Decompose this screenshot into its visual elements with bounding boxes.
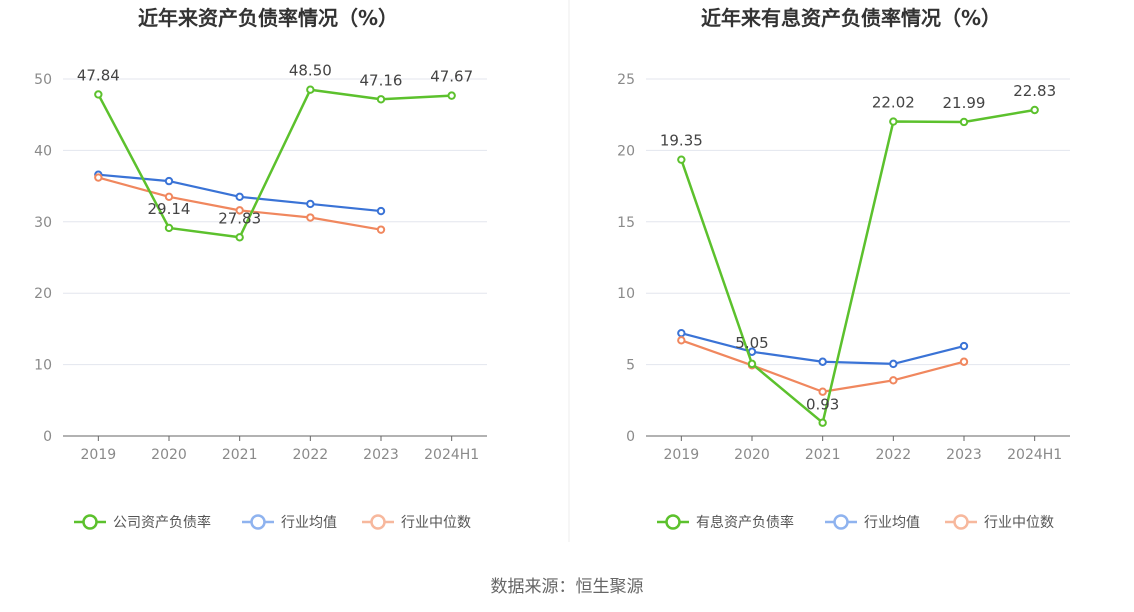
data-point-company <box>376 95 386 104</box>
data-label: 27.83 <box>218 209 261 227</box>
y-tick-label: 20 <box>34 286 52 302</box>
data-label: 0.93 <box>806 396 839 414</box>
data-point-median <box>818 387 827 396</box>
legend-item-avg: 行业均值 <box>242 514 337 531</box>
x-tick-label: 2019 <box>81 447 117 463</box>
data-point-company <box>94 90 103 99</box>
data-point-avg <box>959 341 969 351</box>
data-label: 21.99 <box>943 94 986 112</box>
legend-label: 行业中位数 <box>984 515 1054 531</box>
data-label: 5.05 <box>735 334 768 352</box>
series-line-median <box>680 339 965 393</box>
series-line-company <box>97 88 452 239</box>
source-note: 数据来源：恒生聚源 <box>491 577 644 597</box>
data-point-avg <box>889 359 898 369</box>
x-tick-label: 2023 <box>363 447 399 463</box>
legend-label: 行业均值 <box>281 515 337 531</box>
data-point-company <box>677 155 686 164</box>
data-point-avg <box>677 328 686 338</box>
data-point-company <box>164 223 174 233</box>
y-tick-label: 0 <box>626 429 635 445</box>
y-tick-label: 25 <box>617 72 635 88</box>
chart-title: 近年来有息资产负债率情况（%） <box>701 6 1001 30</box>
data-point-median <box>235 206 244 215</box>
data-point-company <box>747 359 757 369</box>
data-point-median <box>164 192 174 202</box>
data-point-company <box>889 117 898 126</box>
data-point-median <box>677 336 686 345</box>
legend-marker <box>953 514 969 530</box>
y-tick-label: 0 <box>43 429 52 445</box>
legend-item-company: 公司资产负债率 <box>74 514 211 531</box>
x-tick-label: 2022 <box>293 447 329 463</box>
data-label: 22.02 <box>872 94 915 112</box>
data-label: 29.14 <box>148 200 191 218</box>
y-tick-label: 30 <box>34 215 52 231</box>
x-tick-label: 2019 <box>664 447 700 463</box>
data-point-company <box>235 233 244 242</box>
data-point-avg <box>376 206 386 216</box>
x-tick-label: 2020 <box>151 447 187 463</box>
x-tick-label: 2024H1 <box>1007 447 1062 463</box>
data-point-avg <box>164 176 174 186</box>
data-point-median <box>94 173 103 182</box>
x-tick-label: 2023 <box>946 447 982 463</box>
y-tick-label: 5 <box>626 358 635 374</box>
chart-debt-ratio: 近年来资产负债率情况（%） 0 10 20 30 40 50 2019 2020 2021 2022… <box>34 6 487 531</box>
y-tick-label: 15 <box>617 215 635 231</box>
x-tick-label: 2021 <box>805 447 841 463</box>
data-label: 47.67 <box>430 68 473 86</box>
data-point-company <box>818 418 827 427</box>
legend-marker <box>665 514 681 530</box>
y-tick-label: 20 <box>617 143 635 159</box>
data-point-company <box>1030 105 1039 115</box>
y-tick-label: 10 <box>617 286 635 302</box>
data-label: 19.35 <box>660 132 703 150</box>
legend-label: 行业均值 <box>864 515 920 531</box>
legend-item-median: 行业中位数 <box>945 514 1054 531</box>
legend-marker <box>82 514 98 530</box>
data-label: 47.16 <box>360 71 403 89</box>
x-tick-label: 2021 <box>222 447 258 463</box>
legend-item-median: 行业中位数 <box>362 514 471 531</box>
chart-interest-debt-ratio: 近年来有息资产负债率情况（%） 0 5 10 15 20 25 2019 2020 2021 202… <box>617 6 1070 531</box>
x-tick-label: 2022 <box>876 447 912 463</box>
data-point-avg <box>235 192 244 202</box>
data-point-company <box>447 91 456 100</box>
legend-marker <box>370 514 386 530</box>
y-tick-label: 40 <box>34 143 52 159</box>
legend-marker <box>833 514 849 530</box>
series-line-company <box>680 108 1035 424</box>
chart-title: 近年来资产负债率情况（%） <box>138 6 398 30</box>
legend-label: 行业中位数 <box>401 515 471 531</box>
data-label: 48.50 <box>289 62 332 80</box>
x-tick-label: 2020 <box>734 447 770 463</box>
data-point-avg <box>818 357 827 366</box>
x-tick-label: 2024H1 <box>424 447 479 463</box>
data-point-company <box>306 85 315 94</box>
data-label: 22.83 <box>1013 82 1056 100</box>
data-label: 47.84 <box>77 66 120 84</box>
data-point-median <box>306 213 315 222</box>
data-point-median <box>889 376 898 385</box>
legend-item-company: 有息资产负债率 <box>657 514 794 531</box>
y-tick-label: 10 <box>34 358 52 374</box>
legend-marker <box>250 514 266 530</box>
y-tick-label: 50 <box>34 72 52 88</box>
data-point-company <box>959 117 969 127</box>
legend-item-avg: 行业均值 <box>825 514 920 531</box>
legend-label: 公司资产负债率 <box>113 514 211 531</box>
data-point-median <box>959 357 969 366</box>
legend-label: 有息资产负债率 <box>696 514 794 531</box>
data-point-avg <box>306 199 315 209</box>
data-point-median <box>376 225 386 234</box>
